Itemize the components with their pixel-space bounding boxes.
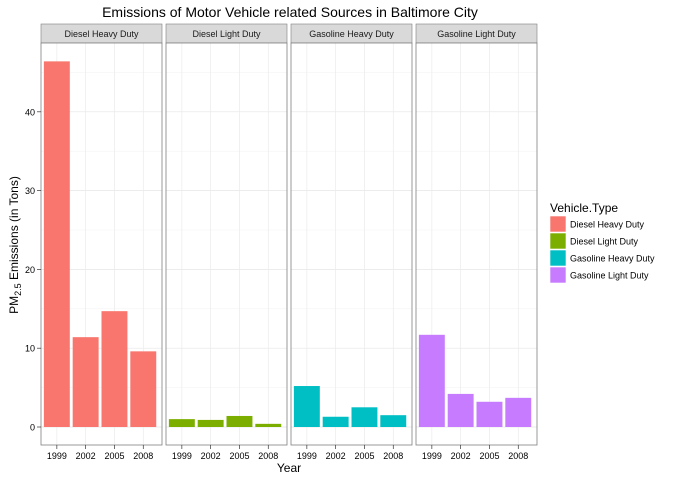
bar bbox=[418, 334, 445, 427]
bar bbox=[351, 407, 378, 427]
bar bbox=[476, 401, 503, 427]
facet-strip-label: Diesel Heavy Duty bbox=[64, 29, 139, 39]
y-axis: 0 10 20 30 40 bbox=[25, 107, 41, 433]
x-tick-label: 1999 bbox=[172, 451, 192, 461]
bar bbox=[72, 337, 99, 427]
x-tick-label: 2005 bbox=[479, 451, 499, 461]
bar bbox=[293, 386, 320, 427]
legend-label: Diesel Light Duty bbox=[570, 237, 639, 247]
legend-label: Gasoline Light Duty bbox=[570, 271, 649, 281]
chart-title: Emissions of Motor Vehicle related Sourc… bbox=[102, 4, 478, 20]
bar bbox=[322, 416, 349, 427]
bar bbox=[43, 61, 70, 427]
x-tick-label: 2008 bbox=[508, 451, 528, 461]
bar bbox=[255, 423, 282, 427]
x-tick-label: 1999 bbox=[47, 451, 67, 461]
x-tick-label: 2002 bbox=[326, 451, 346, 461]
x-tick-label: 2008 bbox=[383, 451, 403, 461]
y-axis-title-main: PM bbox=[7, 296, 21, 314]
x-tick-label: 2002 bbox=[201, 451, 221, 461]
facet-panel: Gasoline Light Duty 1999 2002 2005 2008 bbox=[415, 23, 538, 461]
x-tick-label: 1999 bbox=[297, 451, 317, 461]
legend: Vehicle.Type Diesel Heavy Duty Diesel Lig… bbox=[549, 201, 655, 284]
x-tick-label: 2005 bbox=[104, 451, 124, 461]
bar bbox=[380, 415, 407, 427]
legend-label: Gasoline Heavy Duty bbox=[570, 254, 655, 264]
x-tick-label: 2002 bbox=[451, 451, 471, 461]
bar bbox=[226, 415, 253, 427]
x-tick-label: 2005 bbox=[354, 451, 374, 461]
facet-panel: Diesel Heavy Duty 1999 2002 2005 2008 bbox=[40, 23, 163, 461]
facet-strip-label: Gasoline Heavy Duty bbox=[309, 29, 394, 39]
bar bbox=[130, 351, 157, 427]
x-tick-label: 1999 bbox=[422, 451, 442, 461]
bar bbox=[447, 393, 474, 427]
y-tick-label: 40 bbox=[25, 107, 35, 117]
legend-key bbox=[549, 249, 567, 267]
y-tick-label: 30 bbox=[25, 186, 35, 196]
facet-panel: Gasoline Heavy Duty 1999 2002 2005 2008 bbox=[290, 23, 413, 461]
x-axis-title: Year bbox=[277, 461, 301, 475]
legend-key bbox=[549, 232, 567, 250]
panel-border bbox=[40, 42, 163, 446]
legend-label: Diesel Heavy Duty bbox=[570, 220, 645, 230]
legend-title: Vehicle.Type bbox=[550, 201, 618, 215]
panel-border bbox=[415, 42, 538, 446]
x-tick-label: 2008 bbox=[133, 451, 153, 461]
facet-strip-label: Diesel Light Duty bbox=[192, 29, 261, 39]
legend-key bbox=[549, 215, 567, 233]
y-axis-title-subscript: 2.5 bbox=[13, 283, 23, 296]
x-tick-label: 2002 bbox=[76, 451, 96, 461]
y-tick-label: 0 bbox=[30, 423, 35, 433]
bar bbox=[505, 397, 532, 427]
y-tick-label: 20 bbox=[25, 265, 35, 275]
legend-key bbox=[549, 266, 567, 284]
x-tick-label: 2008 bbox=[258, 451, 278, 461]
facet-panel: Diesel Light Duty 1999 2002 2005 2008 bbox=[165, 23, 288, 461]
panel-border bbox=[290, 42, 413, 446]
y-axis-title-rest: Emissions (in Tons) bbox=[7, 176, 21, 283]
panel-background bbox=[291, 43, 412, 445]
y-axis-title: PM2.5 Emissions (in Tons) bbox=[7, 176, 23, 314]
y-tick-label: 10 bbox=[25, 344, 35, 354]
bar bbox=[197, 419, 224, 427]
x-tick-label: 2005 bbox=[229, 451, 249, 461]
bar bbox=[101, 311, 128, 427]
panel-border bbox=[165, 42, 288, 446]
bar bbox=[168, 419, 195, 427]
facet-strip-label: Gasoline Light Duty bbox=[437, 29, 516, 39]
panel-background bbox=[166, 43, 287, 445]
